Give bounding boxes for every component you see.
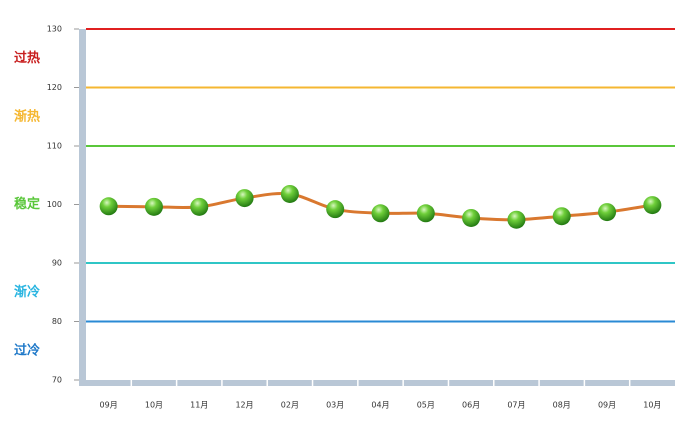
y-tick-label: 100	[47, 200, 62, 209]
y-tick-label: 80	[52, 317, 62, 326]
x-tick-label: 02月	[281, 401, 299, 410]
data-point	[416, 204, 435, 223]
x-tick-label: 10月	[145, 401, 163, 410]
x-tick-label: 05月	[417, 401, 435, 410]
x-tick-label: 07月	[507, 401, 525, 410]
x-tick-label: 06月	[462, 401, 480, 410]
data-point	[99, 197, 118, 216]
zone-label: 稳定	[14, 196, 40, 212]
zone-label: 过热	[14, 50, 40, 66]
x-tick-label: 11月	[190, 401, 208, 410]
data-point	[190, 197, 209, 216]
x-tick-label: 08月	[553, 401, 571, 410]
x-axis-bar	[79, 380, 675, 386]
x-tick-label: 04月	[371, 401, 389, 410]
x-tick-label: 03月	[326, 401, 344, 410]
data-point	[144, 197, 163, 216]
data-point	[552, 207, 571, 226]
zone-label: 过冷	[14, 342, 40, 358]
zone-label: 渐热	[14, 108, 40, 124]
data-point	[462, 208, 481, 227]
data-point	[326, 200, 345, 219]
x-tick-label: 10月	[643, 401, 661, 410]
x-tick-label: 12月	[235, 401, 253, 410]
data-point	[507, 210, 526, 229]
y-tick-label: 70	[52, 376, 62, 385]
data-point	[280, 184, 299, 203]
zone-label: 渐冷	[14, 284, 40, 300]
x-tick-label: 09月	[100, 401, 118, 410]
y-tick-label: 120	[47, 83, 62, 92]
y-tick-label: 90	[52, 259, 62, 268]
data-point	[371, 204, 390, 223]
y-tick-label: 110	[47, 142, 62, 151]
data-point	[598, 203, 617, 222]
x-tick-label: 09月	[598, 401, 616, 410]
data-point	[235, 189, 254, 208]
data-point	[643, 196, 662, 215]
y-tick-label: 130	[47, 25, 62, 34]
y-axis-bar	[79, 29, 86, 386]
